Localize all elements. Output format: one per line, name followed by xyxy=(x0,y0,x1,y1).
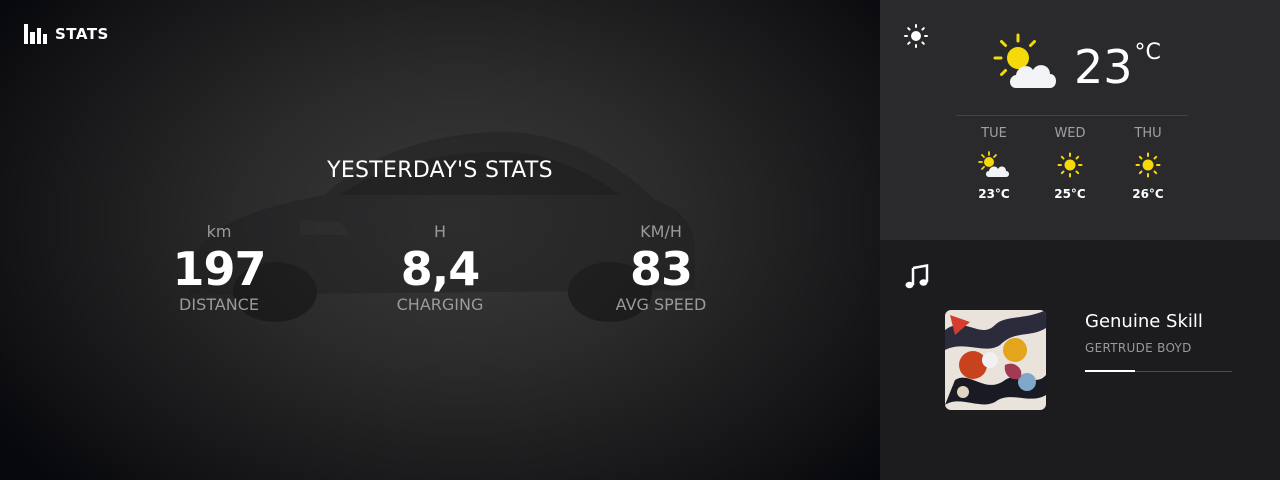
playback-progress-bar[interactable] xyxy=(1085,370,1232,372)
music-panel[interactable]: Genuine Skill GERTRUDE BOYD xyxy=(880,240,1280,480)
stats-header-label: STATS xyxy=(55,25,109,43)
forecast-day-tue: TUE 23°C xyxy=(964,126,1024,201)
metric-value: 8,4 xyxy=(400,242,481,296)
forecast-day-label: TUE xyxy=(981,126,1007,141)
forecast-temp: 26°C xyxy=(1132,187,1164,201)
weather-panel[interactable]: 23°C TUE 23°C WED xyxy=(880,0,1280,240)
metric-label: CHARGING xyxy=(396,295,484,314)
track-title: Genuine Skill xyxy=(1085,311,1203,332)
sun-icon xyxy=(1057,152,1083,178)
forecast-temp: 23°C xyxy=(978,187,1010,201)
sun-icon xyxy=(1135,152,1161,178)
partly-cloudy-icon xyxy=(993,33,1056,88)
forecast-temp: 25°C xyxy=(1054,187,1086,201)
album-cover-image xyxy=(945,310,1046,410)
metric-distance: km 197 DISTANCE xyxy=(119,222,319,314)
music-note-icon xyxy=(905,264,929,289)
metric-unit: H xyxy=(433,222,447,241)
current-temp-value: 23 xyxy=(1074,40,1133,94)
album-art[interactable] xyxy=(945,310,1046,410)
track-artist: GERTRUDE BOYD xyxy=(1085,341,1192,355)
car-silhouette-image xyxy=(190,131,695,322)
metric-value: 83 xyxy=(629,242,693,296)
metric-unit: km xyxy=(206,222,232,241)
section-title: YESTERDAY'S STATS xyxy=(327,158,553,183)
metric-label: AVG SPEED xyxy=(615,295,707,314)
stats-panel: STATS YESTERDAY'S STATS km 197 DISTANCE … xyxy=(0,0,880,480)
current-temperature: 23°C xyxy=(1074,32,1161,102)
forecast-day-label: WED xyxy=(1054,126,1086,141)
divider xyxy=(956,115,1188,116)
sun-icon xyxy=(904,24,928,48)
playback-progress-fill xyxy=(1085,370,1135,372)
current-temp-unit: °C xyxy=(1134,40,1161,65)
forecast-day-wed: WED 25°C xyxy=(1040,126,1100,201)
metric-label: DISTANCE xyxy=(179,295,259,314)
metric-unit: KM/H xyxy=(640,222,682,241)
metric-value: 197 xyxy=(172,242,266,296)
metric-avg-speed: KM/H 83 AVG SPEED xyxy=(561,222,761,314)
forecast-day-label: THU xyxy=(1134,126,1162,141)
bar-chart-icon xyxy=(24,24,47,44)
metric-charging: H 8,4 CHARGING xyxy=(340,222,540,314)
partly-cloudy-icon xyxy=(978,151,1009,177)
current-weather: 23°C xyxy=(992,32,1161,102)
stats-header: STATS xyxy=(24,24,109,44)
forecast-day-thu: THU 26°C xyxy=(1118,126,1178,201)
